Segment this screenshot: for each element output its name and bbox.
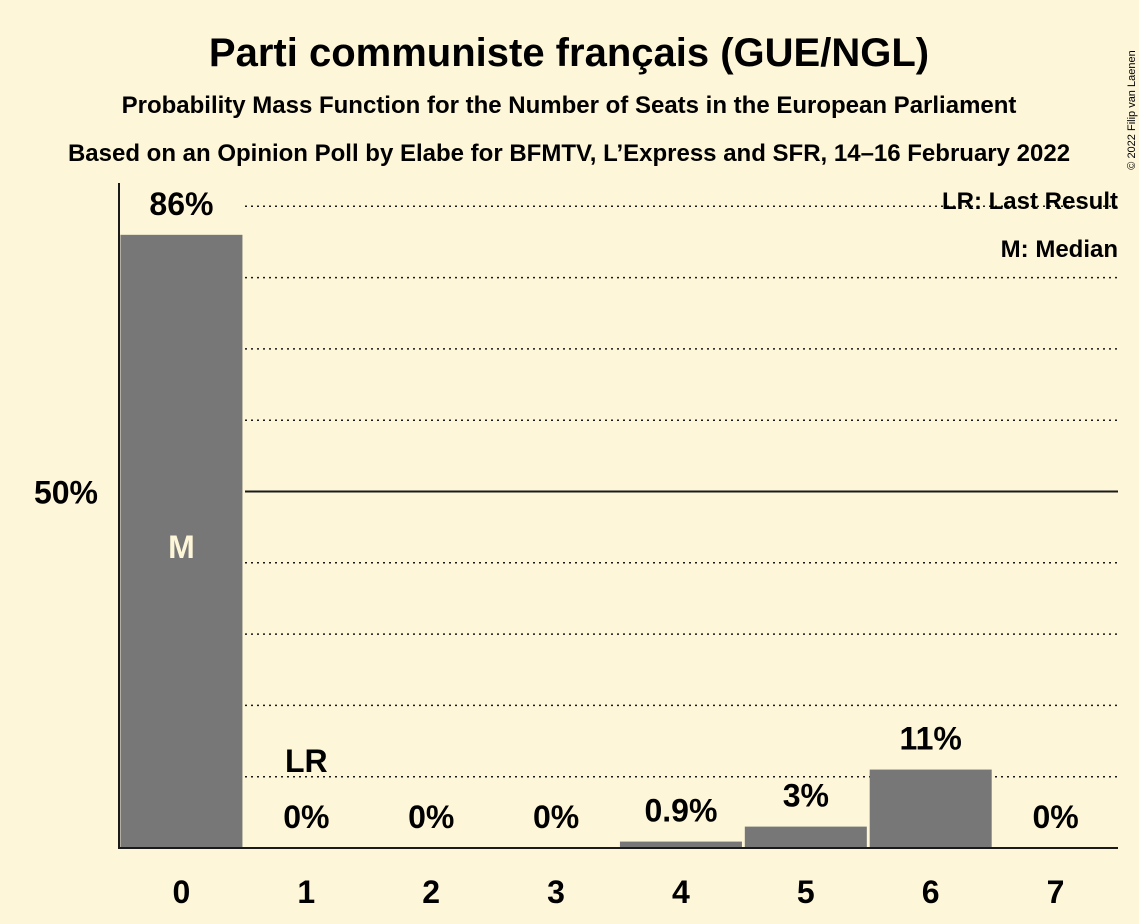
x-tick-label-7: 7 xyxy=(1047,874,1065,910)
last-result-marker: LR xyxy=(285,743,328,779)
bar-6 xyxy=(869,769,992,848)
copyright-text: © 2022 Filip van Laenen xyxy=(1126,50,1138,169)
y-tick-label: 50% xyxy=(34,475,98,511)
bar-0 xyxy=(120,234,243,848)
legend-median: M: Median xyxy=(1001,236,1118,263)
x-tick-label-1: 1 xyxy=(297,874,315,910)
bar-4 xyxy=(619,841,742,848)
x-tick-label-6: 6 xyxy=(922,874,940,910)
x-tick-label-4: 4 xyxy=(672,874,690,910)
bar-value-label-0: 86% xyxy=(149,186,213,222)
chart-subtitle-poll: Based on an Opinion Poll by Elabe for BF… xyxy=(68,140,1070,167)
x-tick-label-3: 3 xyxy=(547,874,565,910)
bar-5 xyxy=(744,826,867,848)
legend-last-result: LR: Last Result xyxy=(942,188,1118,215)
median-marker: M xyxy=(168,529,195,565)
x-tick-label-0: 0 xyxy=(173,874,191,910)
gridlines xyxy=(245,205,1118,778)
bar-value-label-7: 0% xyxy=(1032,799,1078,835)
bar-value-label-6: 11% xyxy=(900,721,962,757)
x-tick-label-5: 5 xyxy=(797,874,815,910)
bar-value-label-2: 0% xyxy=(408,799,454,835)
bars: 86% 0 M 0% 1 LR 0% 2 0% 3 0.9% 4 3% 5 11% 6 0% 7 xyxy=(120,186,1079,910)
chart-subtitle: Probability Mass Function for the Number… xyxy=(122,92,1017,119)
chart-title: Parti communiste français (GUE/NGL) xyxy=(209,31,929,75)
bar-value-label-1: 0% xyxy=(283,799,329,835)
bar-value-label-5: 3% xyxy=(783,778,829,814)
bar-value-label-4: 0.9% xyxy=(644,793,717,829)
x-tick-label-2: 2 xyxy=(422,874,440,910)
bar-value-label-3: 0% xyxy=(533,799,579,835)
